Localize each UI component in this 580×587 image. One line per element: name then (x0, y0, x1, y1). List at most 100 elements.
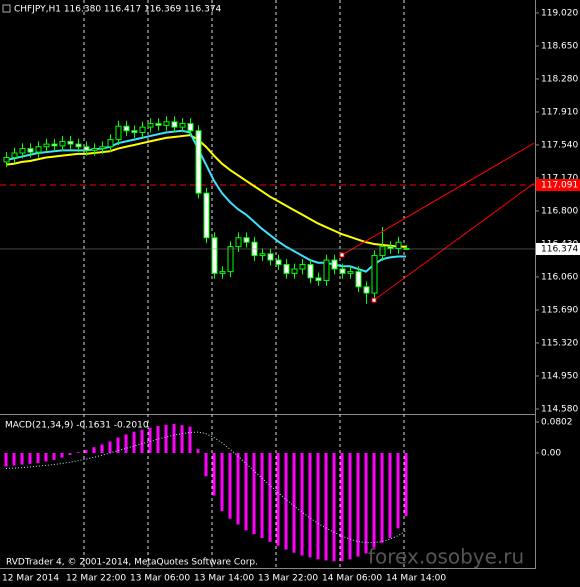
candle-body (75, 143, 82, 148)
candle-body (51, 143, 58, 147)
macd-bar (60, 452, 64, 458)
macd-bar (172, 424, 176, 453)
macd-bar (108, 441, 112, 453)
candle-body (83, 146, 90, 151)
macd-bar (372, 452, 376, 548)
candle-body (283, 263, 290, 274)
candle-body (259, 253, 266, 257)
y-tick-label: 0.0802 (541, 417, 573, 427)
candle-body (307, 263, 314, 279)
candle-body (235, 237, 242, 248)
candle-body (347, 271, 354, 274)
macd-bar (148, 427, 152, 453)
candle-body (211, 237, 218, 274)
x-tick-label: 13 Mar 22:00 (258, 574, 318, 584)
macd-bar (204, 452, 208, 477)
y-tick-label: 117.910 (541, 107, 578, 117)
macd-bar (228, 452, 232, 519)
bid-label: 116.374 (541, 244, 578, 254)
macd-bar (68, 452, 72, 455)
candle-body (195, 130, 202, 194)
macd-bar (308, 452, 312, 558)
macd-bar (132, 431, 136, 453)
macd-bar (44, 452, 48, 462)
moving-average (5, 129, 406, 273)
chart-title: CHFJPY,H1 116.380 116.417 116.369 116.37… (14, 5, 222, 15)
trendline (373, 182, 535, 301)
macd-bar (364, 452, 368, 554)
macd-bar (212, 452, 216, 496)
price-line-label: 117.091 (541, 181, 578, 191)
candle-body (139, 126, 146, 133)
candle-body (379, 246, 386, 257)
candle-body (115, 125, 122, 141)
macd-bar (156, 425, 160, 453)
bid-label-bg (536, 242, 580, 255)
macd-bar (188, 426, 192, 453)
candle-body (267, 253, 274, 261)
copyright: RVDTrader 4, © 2001-2014, MetaQuotes Sof… (6, 558, 258, 568)
candle-body (107, 139, 114, 148)
candle-body (99, 146, 106, 150)
macd-bar (316, 452, 320, 560)
macd-bar (388, 452, 392, 539)
candle-body (315, 277, 322, 282)
indicator-title: MACD(21,34,9) -0.1631 -0.2010 (5, 421, 149, 431)
moving-average (5, 134, 406, 248)
candle-body (331, 259, 338, 270)
macd-bar (12, 452, 16, 466)
macd-bar (300, 452, 304, 556)
macd-bar (220, 452, 224, 511)
y-tick-label: 116.060 (541, 272, 578, 282)
macd-bar (4, 452, 8, 467)
macd-bar (20, 452, 24, 465)
macd-bar (276, 452, 280, 546)
x-tick-label: 14 Mar 14:00 (386, 574, 446, 584)
candle-body (387, 246, 394, 249)
candle-body (363, 286, 370, 294)
y-tick-label: 118.280 (541, 74, 578, 84)
x-tick-label: 12 Mar 22:00 (66, 574, 126, 584)
candle-body (171, 121, 178, 128)
macd-bar (76, 452, 80, 453)
macd-bar (340, 452, 344, 562)
candle-body (27, 148, 34, 153)
macd-bar (404, 452, 408, 517)
macd-bar (260, 452, 264, 539)
x-tick-label: 14 Mar 06:00 (322, 574, 382, 584)
trendline-anchor (339, 252, 345, 258)
macd-bar (268, 452, 272, 542)
y-tick-label: 114.950 (541, 371, 578, 381)
y-tick-label: 116.800 (541, 206, 578, 216)
candle-body (275, 259, 282, 265)
candle-body (291, 268, 298, 274)
signal-line (5, 431, 407, 544)
macd-bar (116, 437, 120, 453)
trendline-anchor (371, 297, 377, 303)
x-tick-label: 13 Mar 06:00 (130, 574, 190, 584)
candle-body (243, 237, 250, 243)
candle-body (147, 123, 154, 128)
y-tick-label: 114.580 (541, 404, 578, 414)
candle-body (131, 130, 138, 133)
candle-body (371, 255, 378, 294)
macd-bar (180, 425, 184, 453)
candle-body (67, 140, 74, 145)
macd-bar (292, 452, 296, 553)
macd-bar (380, 452, 384, 543)
macd-bar (36, 452, 40, 464)
y-tick-label: 117.170 (541, 173, 578, 183)
macd-bar (356, 452, 360, 557)
candle-body (59, 140, 66, 147)
candle-body (203, 192, 210, 239)
y-tick-label: 115.690 (541, 305, 578, 315)
candle-body (11, 152, 18, 158)
macd-bar (100, 444, 104, 453)
macd-bar (92, 447, 96, 453)
macd-bar (332, 452, 336, 562)
candle-body (355, 271, 362, 288)
candle-body (123, 125, 130, 132)
